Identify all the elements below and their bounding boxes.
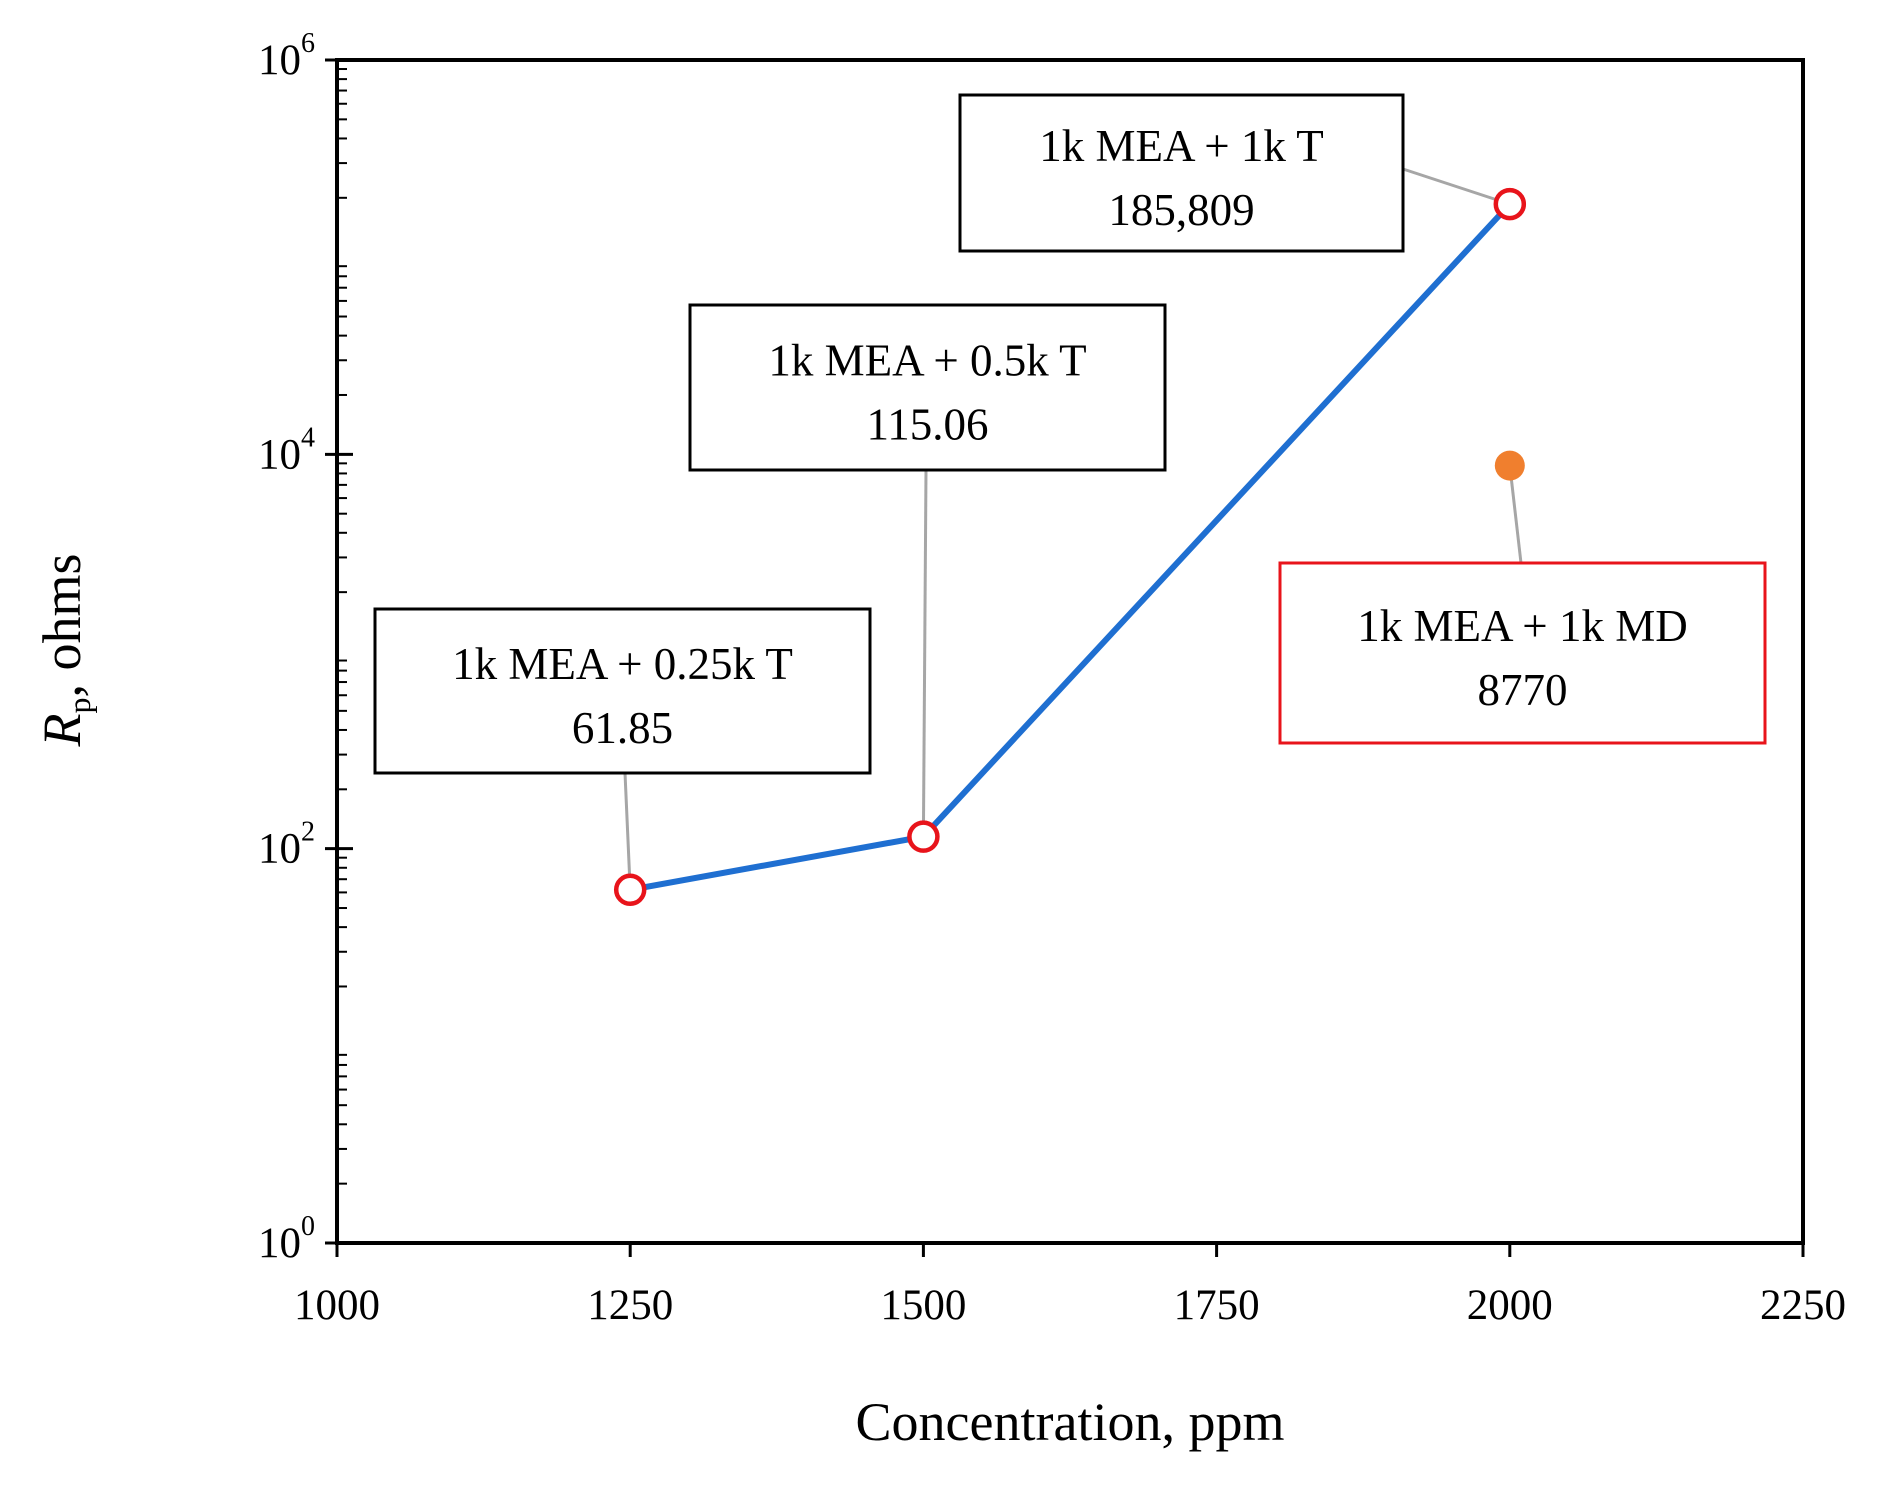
annotation-value: 185,809 (1108, 185, 1254, 235)
annotation-box (688, 303, 1167, 472)
y-tick-label: 106 (258, 28, 315, 84)
x-tick-label: 1750 (1174, 1282, 1260, 1329)
data-point (907, 820, 940, 853)
y-tick-label-base: 10 (258, 826, 301, 873)
x-ticks: 1000 1250 1500 1750 2000 2250 (294, 1243, 1846, 1329)
y-axis-title-subscript: p (61, 698, 97, 714)
y-tick-label-exponent: 4 (301, 422, 315, 453)
annotation-value: 8770 (1478, 665, 1568, 715)
annotation-box (958, 93, 1405, 253)
series-markers (613, 187, 1527, 907)
y-tick-label-exponent: 2 (301, 817, 315, 848)
y-axis-title-unit: , ohms (32, 553, 92, 697)
x-tick-label: 2000 (1467, 1282, 1553, 1329)
y-tick-label: 100 (258, 1211, 315, 1267)
y-tick-label-exponent: 0 (301, 1211, 315, 1242)
annotation-label: 1k MEA + 0.5k T (768, 336, 1086, 386)
x-tick-label: 1000 (294, 1282, 380, 1329)
annotation-label: 1k MEA + 0.25k T (452, 639, 793, 689)
plot-area-frame (335, 58, 1805, 1245)
annotation-label: 1k MEA + 1k MD (1357, 601, 1687, 651)
x-tick-label: 1250 (587, 1282, 673, 1329)
x-tick-label: 1500 (880, 1282, 966, 1329)
annotation-leader-line (623, 772, 632, 890)
y-tick-label-base: 10 (258, 37, 301, 84)
y-tick-label: 104 (258, 422, 315, 478)
annotation-connectors (623, 167, 1523, 890)
annotation-box (1278, 561, 1767, 745)
y-tick-label-base: 10 (258, 1220, 301, 1267)
x-tick-label: 2250 (1760, 1282, 1846, 1329)
annotation-box (373, 607, 872, 775)
y-minor-ticks (337, 68, 347, 1185)
x-axis-title: Concentration, ppm (856, 1392, 1285, 1452)
annotation-value: 61.85 (572, 703, 673, 753)
annotation-value: 115.06 (866, 400, 988, 450)
y-tick-label-exponent: 6 (301, 28, 315, 59)
data-point (1494, 450, 1525, 481)
y-tick-label-base: 10 (258, 431, 301, 478)
y-axis-title: Rp, ohms (32, 553, 97, 747)
y-tick-label: 102 (258, 817, 315, 873)
annotation-leader-line (1508, 465, 1523, 564)
annotation-label: 1k MEA + 1k T (1039, 121, 1324, 171)
data-point (613, 873, 647, 907)
data-point (1493, 187, 1527, 221)
annotations: 1k MEA + 0.25k T 61.85 1k MEA + 0.5k T 115.… (373, 93, 1767, 775)
y-axis-title-symbol: R (32, 714, 92, 748)
annotation-leader-line (921, 469, 928, 837)
annotation-leader-line (1402, 167, 1511, 206)
